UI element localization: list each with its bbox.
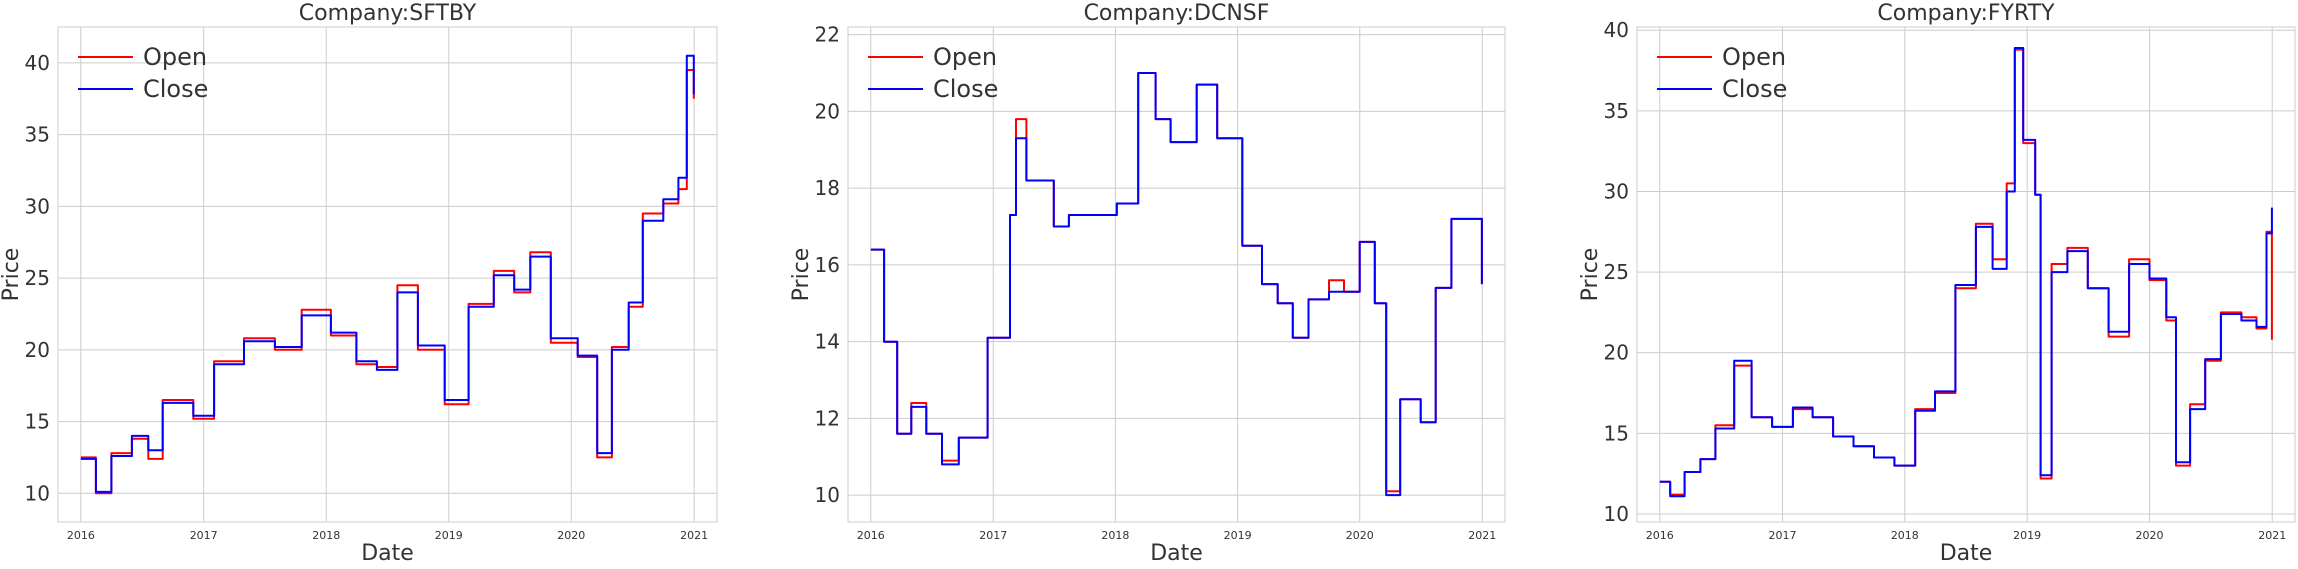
chart-panel-3: 10 15 20 25 30 35 40 2016 2017 2018 2019 2020 2021 Co… — [1578, 1, 2296, 566]
axes-frame — [57, 26, 718, 523]
y-tick-label: 22 — [815, 23, 840, 47]
y-tick-label: 10 — [25, 481, 50, 505]
series-line-open — [870, 72, 1483, 493]
y-tick-label: 35 — [1604, 99, 1629, 123]
x-axis-label: Date — [1150, 541, 1203, 566]
chart-title: Company:DCNSF — [1084, 1, 1270, 26]
x-tick-label: 2020 — [1346, 529, 1374, 542]
y-tick-label: 14 — [815, 330, 840, 354]
y-tick-label: 10 — [815, 483, 840, 507]
legend: Open Close — [78, 43, 208, 103]
y-tick-label: 15 — [1604, 421, 1629, 445]
x-tick-label: 2017 — [190, 529, 218, 542]
y-tick-label: 40 — [1604, 18, 1629, 42]
y-axis-label: Price — [0, 248, 24, 302]
x-tick-label: 2020 — [557, 529, 585, 542]
y-tick-label: 12 — [815, 406, 840, 430]
series-line-close — [80, 54, 695, 493]
x-tick-label: 2021 — [2258, 529, 2286, 542]
x-tick-label: 2018 — [312, 529, 340, 542]
x-tick-label: 2016 — [857, 529, 885, 542]
y-tick-label: 20 — [815, 99, 840, 123]
y-tick-label: 25 — [1604, 260, 1629, 284]
y-tick-label: 20 — [25, 338, 50, 362]
legend-label: Close — [143, 75, 208, 103]
x-tick-label: 2017 — [1768, 529, 1796, 542]
axes-frame — [847, 26, 1506, 523]
legend-label: Open — [933, 43, 997, 71]
y-tick-label: 20 — [1604, 341, 1629, 365]
y-tick-label: 15 — [25, 410, 50, 434]
x-tick-label: 2019 — [1224, 529, 1252, 542]
x-tick-label: 2020 — [2136, 529, 2164, 542]
series-line-close — [870, 72, 1483, 497]
y-tick-label: 35 — [25, 123, 50, 147]
y-tick-label: 10 — [1604, 502, 1629, 526]
y-tick-label: 30 — [1604, 179, 1629, 203]
x-tick-label: 2019 — [435, 529, 463, 542]
x-tick-label: 2018 — [1891, 529, 1919, 542]
x-tick-label: 2021 — [1468, 529, 1496, 542]
y-axis-label: Price — [1578, 248, 1603, 302]
legend-label: Close — [933, 75, 998, 103]
legend-label: Open — [143, 43, 207, 71]
legend-label: Close — [1722, 75, 1787, 103]
y-tick-label: 30 — [25, 194, 50, 218]
chart-panel-1: 10 15 20 25 30 35 40 2016 2017 2018 2019 2020 2021 Co… — [0, 1, 718, 566]
series-line-close — [1659, 47, 2273, 498]
series-line-open — [80, 69, 695, 495]
y-tick-label: 16 — [815, 253, 840, 277]
chart-panel-2: 10 12 14 16 18 20 22 2016 2017 2018 2019 2020 2021 Co… — [789, 1, 1506, 566]
y-tick-label: 40 — [25, 51, 50, 75]
chart-title: Company:FYRTY — [1877, 1, 2055, 26]
x-tick-label: 2019 — [2013, 529, 2041, 542]
y-axis-label: Price — [789, 248, 814, 302]
x-axis-label: Date — [1940, 541, 1993, 566]
chart-title: Company:SFTBY — [299, 1, 477, 26]
y-tick-label: 18 — [815, 176, 840, 200]
legend-label: Open — [1722, 43, 1786, 71]
x-tick-label: 2016 — [67, 529, 95, 542]
y-tick-label: 25 — [25, 266, 50, 290]
legend: Open Close — [868, 43, 998, 103]
x-tick-label: 2016 — [1646, 529, 1674, 542]
legend: Open Close — [1657, 43, 1787, 103]
x-tick-label: 2018 — [1101, 529, 1129, 542]
x-axis-label: Date — [361, 541, 414, 566]
axes-frame — [1636, 26, 2296, 523]
x-tick-label: 2017 — [979, 529, 1007, 542]
x-tick-label: 2021 — [680, 529, 708, 542]
